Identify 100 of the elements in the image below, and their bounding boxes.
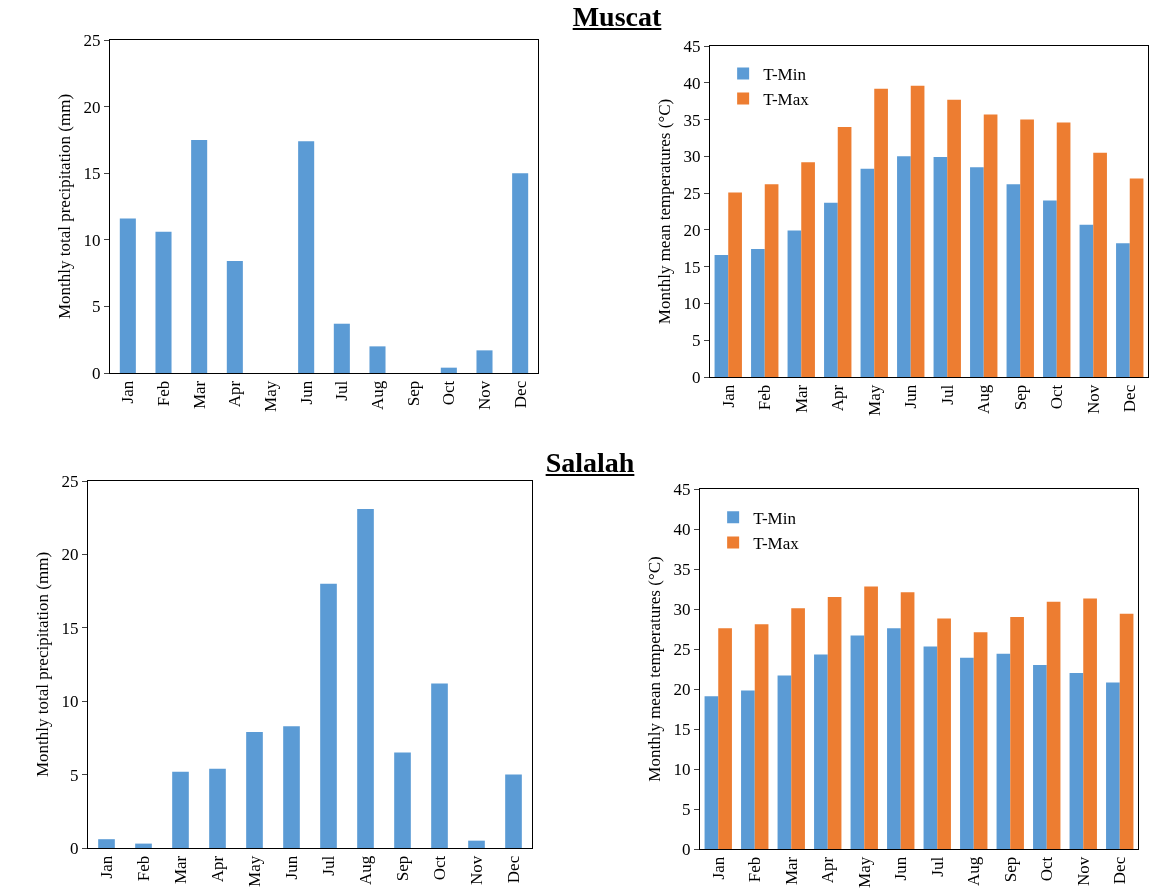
bar xyxy=(1129,178,1144,377)
y-tick-label: 5 xyxy=(692,331,701,351)
y-tick-label: 0 xyxy=(682,839,691,859)
y-tick-label: 10 xyxy=(61,692,79,712)
bar xyxy=(209,768,226,848)
bar xyxy=(970,167,984,377)
x-tick-label: Jun xyxy=(282,855,302,880)
x-tick-label: Jan xyxy=(97,855,117,879)
y-tick-label: 0 xyxy=(92,363,101,383)
bar xyxy=(394,752,411,848)
chart-title: Muscat xyxy=(572,1,662,32)
bar xyxy=(933,157,948,377)
bar xyxy=(764,184,779,377)
y-tick-label: 20 xyxy=(683,220,701,240)
bar xyxy=(900,592,915,849)
bar xyxy=(754,624,769,849)
bar xyxy=(910,85,925,377)
bar xyxy=(98,839,115,848)
x-tick-label: Jul xyxy=(937,384,957,405)
x-tick-label: Apr xyxy=(828,384,848,412)
bar xyxy=(704,696,719,849)
y-tick-label: 0 xyxy=(70,838,79,858)
y-tick-label: 25 xyxy=(683,184,701,204)
bar xyxy=(1043,200,1057,377)
x-tick-label: Nov xyxy=(475,380,495,411)
bar xyxy=(1010,617,1024,849)
bar xyxy=(947,99,961,377)
x-tick-label: Apr xyxy=(818,856,838,884)
x-tick-label: Jan xyxy=(118,380,138,404)
bar xyxy=(860,168,875,377)
y-tick-label: 30 xyxy=(673,599,691,619)
x-tick-label: Aug xyxy=(356,855,376,886)
bar xyxy=(1033,665,1047,849)
x-tick-label: Mar xyxy=(791,384,811,414)
bar xyxy=(1046,601,1061,849)
y-tick-label: 10 xyxy=(683,294,701,314)
bar xyxy=(1093,152,1107,377)
x-tick-label: Dec xyxy=(1120,384,1140,413)
x-tick-label: Aug xyxy=(368,380,388,411)
bar xyxy=(333,323,350,373)
bar xyxy=(172,771,189,848)
y-tick-label: 45 xyxy=(673,479,691,499)
y-tick-label: 5 xyxy=(92,297,101,317)
x-tick-label: Feb xyxy=(154,380,174,407)
bar xyxy=(996,653,1011,849)
x-tick-label: Oct xyxy=(1037,856,1057,882)
bar xyxy=(468,840,485,848)
x-tick-label: Aug xyxy=(964,856,984,887)
x-tick-label: Jul xyxy=(332,380,352,401)
y-tick-label: 15 xyxy=(683,257,701,277)
x-tick-label: Oct xyxy=(1047,384,1067,410)
y-tick-label: 35 xyxy=(673,559,691,579)
bar xyxy=(837,126,852,377)
x-tick-label: Mar xyxy=(781,856,801,886)
bar xyxy=(1116,243,1130,377)
bar xyxy=(440,367,457,373)
y-tick-label: 10 xyxy=(673,759,691,779)
bar xyxy=(1020,119,1034,377)
x-tick-label: Jul xyxy=(319,855,339,876)
x-tick-label: Feb xyxy=(745,856,765,883)
x-tick-label: Dec xyxy=(504,855,524,884)
x-tick-label: Mar xyxy=(171,855,191,885)
x-tick-label: May xyxy=(854,856,874,888)
bar xyxy=(155,231,172,373)
bar xyxy=(119,218,136,373)
bar xyxy=(226,261,243,373)
x-tick-label: Sep xyxy=(393,855,413,882)
x-tick-label: Jun xyxy=(901,384,921,409)
bar xyxy=(357,508,374,848)
legend-label: T-Max xyxy=(753,534,800,554)
bar xyxy=(512,173,529,373)
bar xyxy=(728,192,742,377)
bar xyxy=(1106,682,1120,849)
bar xyxy=(283,726,300,848)
bar xyxy=(369,346,386,373)
x-tick-label: Jul xyxy=(927,856,947,877)
bar xyxy=(505,774,522,848)
bar xyxy=(1079,224,1094,377)
bar xyxy=(476,350,493,373)
legend-label: T-Min xyxy=(753,508,797,528)
y-tick-label: 45 xyxy=(683,36,701,56)
bar xyxy=(960,657,974,849)
x-tick-label: Nov xyxy=(1083,384,1103,415)
bar xyxy=(937,618,951,849)
x-tick-label: Jun xyxy=(891,856,911,881)
bar xyxy=(897,156,911,377)
y-tick-label: 15 xyxy=(83,164,101,184)
bar xyxy=(1119,613,1134,849)
legend-label: T-Max xyxy=(763,90,810,110)
x-tick-label: Oct xyxy=(430,855,450,881)
bar xyxy=(983,114,998,377)
x-tick-label: Feb xyxy=(134,855,154,882)
x-tick-label: Apr xyxy=(208,855,228,883)
y-tick-label: 40 xyxy=(683,73,701,93)
x-tick-label: Sep xyxy=(1010,384,1030,411)
x-tick-label: Dec xyxy=(510,380,530,409)
bar xyxy=(246,732,263,848)
bar xyxy=(320,583,337,848)
y-tick-label: 30 xyxy=(683,147,701,167)
y-tick-label: 35 xyxy=(683,110,701,130)
